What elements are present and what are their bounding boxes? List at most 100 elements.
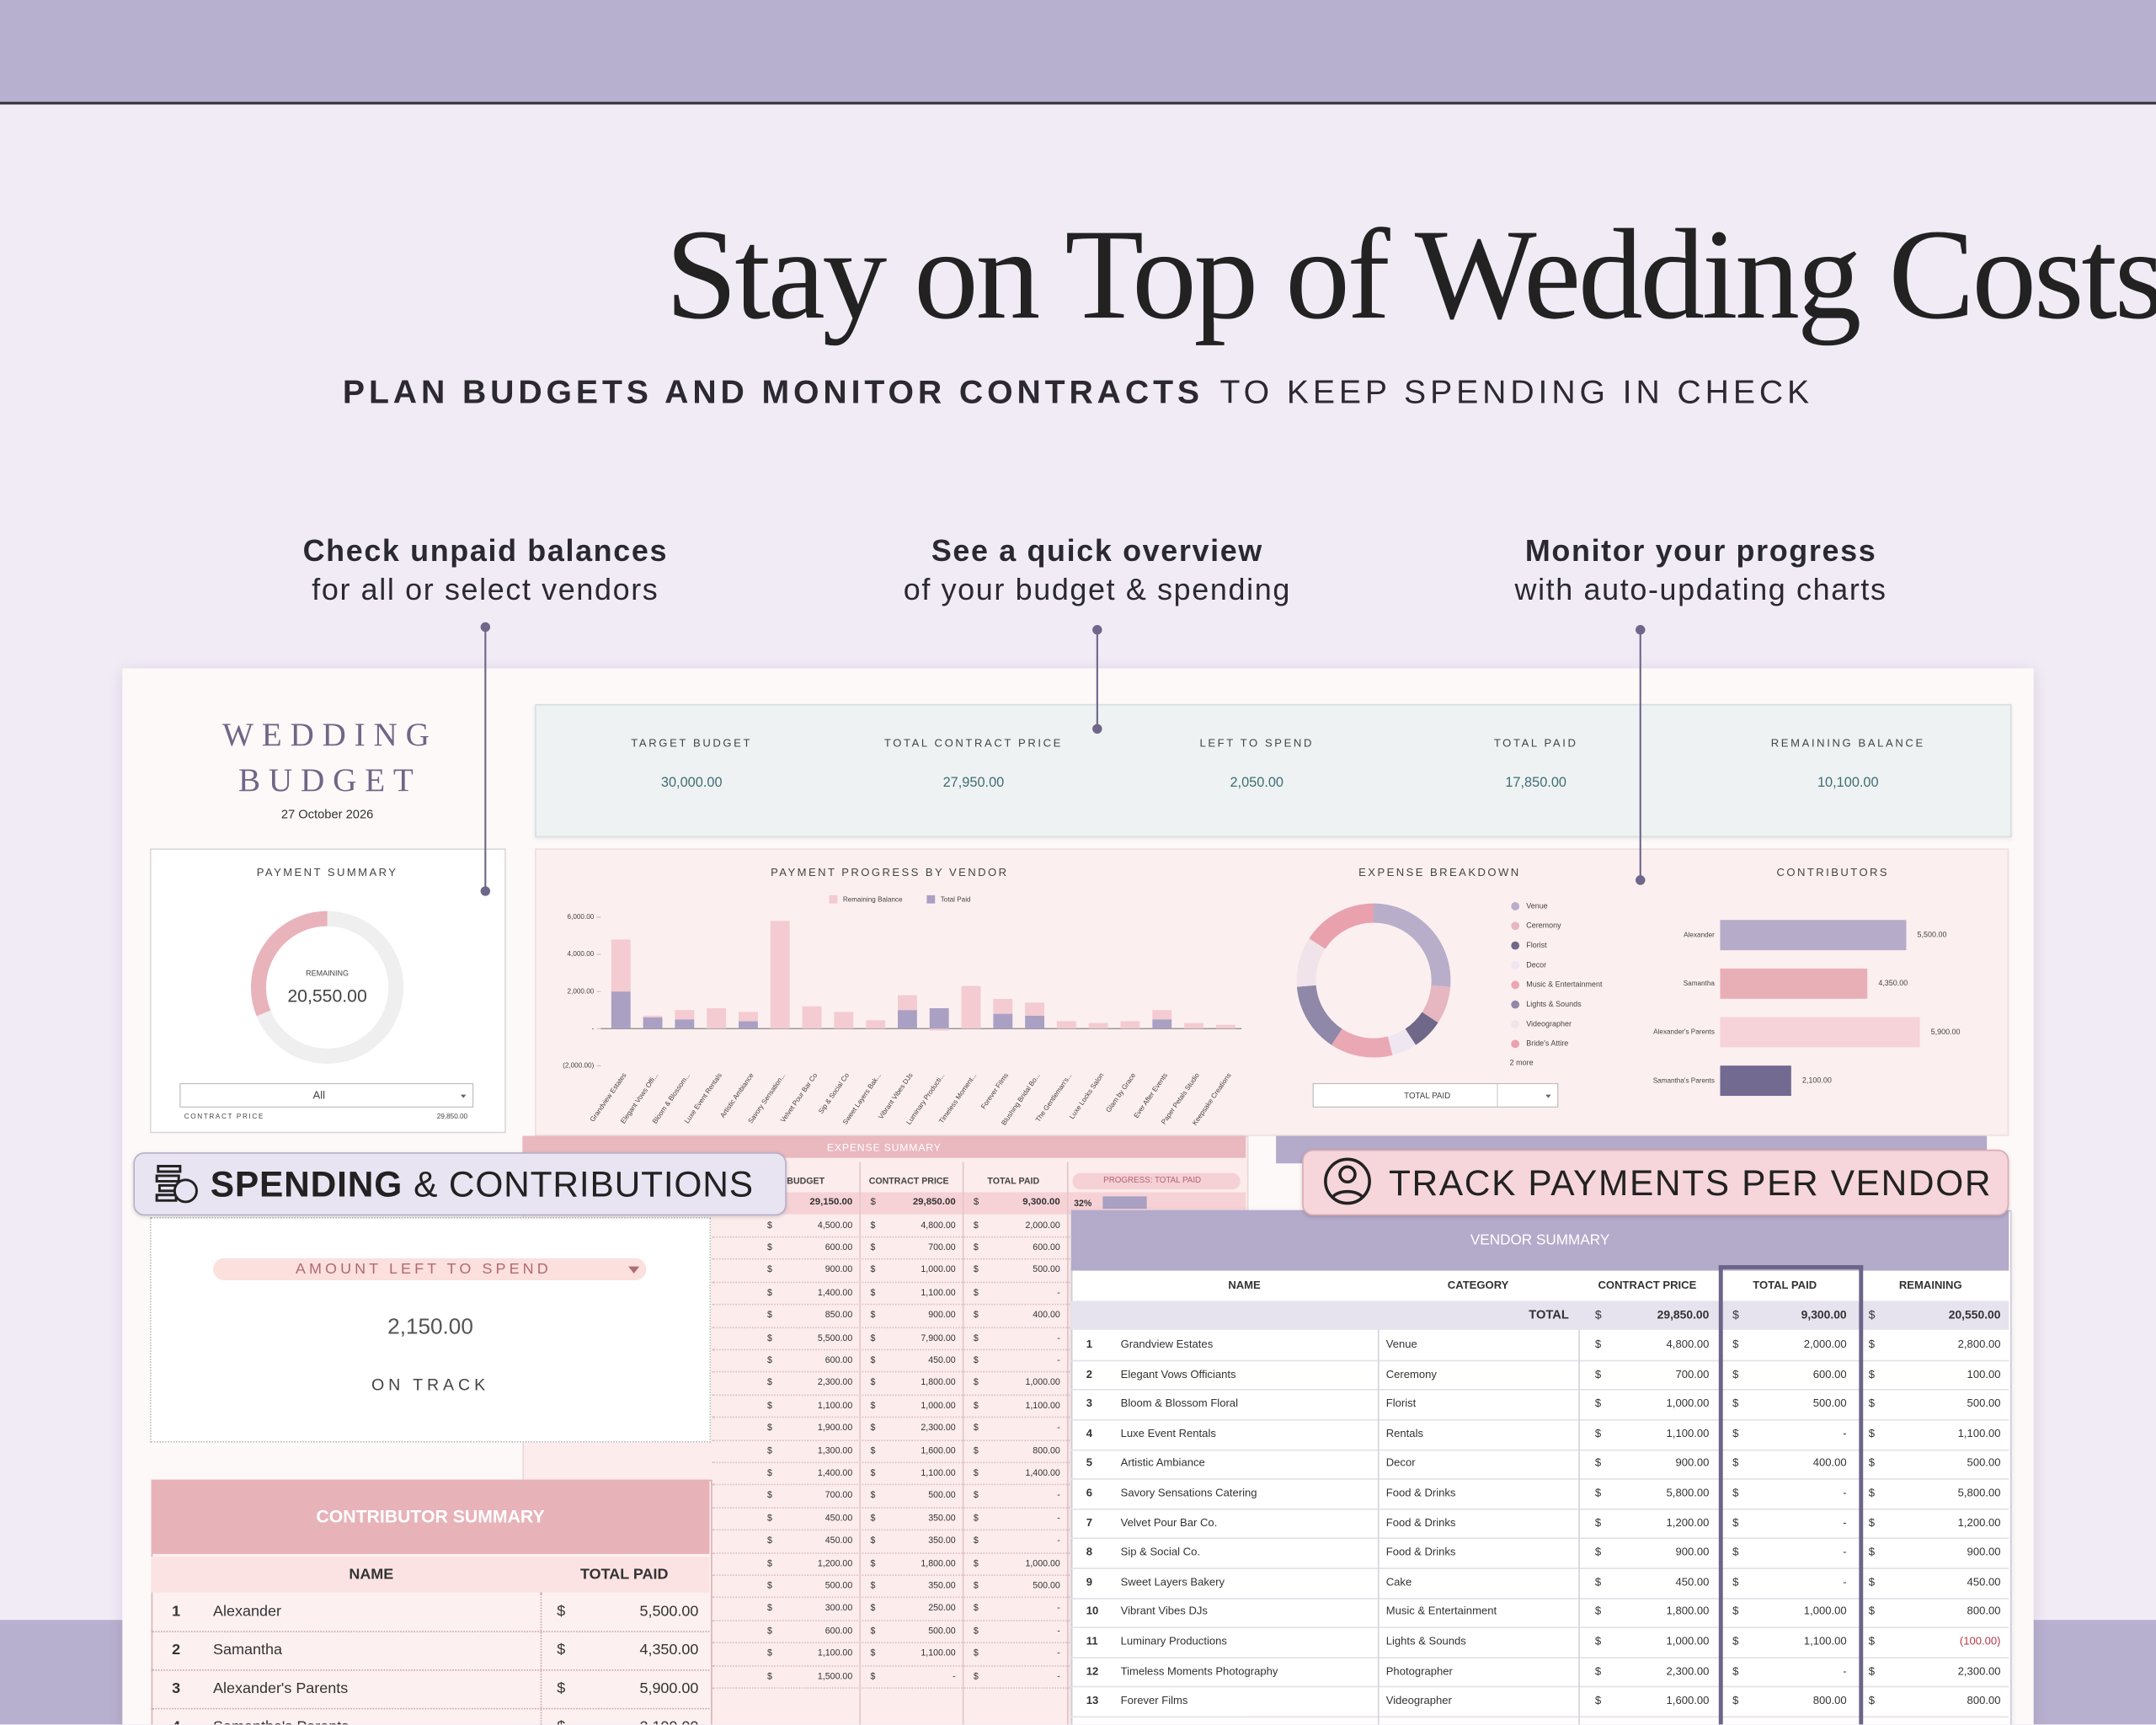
cell-value: 5,500.00 [817,1332,853,1343]
chart-title: PAYMENT PROGRESS BY VENDOR [771,866,1008,879]
data-label: 2,100.00 [1802,1076,1832,1084]
row-divider [1070,1418,2009,1421]
currency-sign: $ [870,1558,876,1569]
row-number: 9 [1086,1575,1093,1589]
bar-total-paid [1152,1019,1172,1029]
x-tick-label: Velvet Pour Bar Co [779,1071,819,1124]
bar-remaining [707,1007,727,1029]
bar-remaining [929,1028,949,1031]
currency-sign: $ [973,1378,979,1388]
cell-value: 1,100.00 [1803,1635,1847,1648]
y-tick-label: Alexander [1684,931,1715,938]
vendor-name: Luxe Event Rentals [1120,1427,1216,1440]
currency-sign: $ [767,1355,772,1366]
currency-sign: $ [973,1445,979,1456]
contributor-column-row [151,1557,710,1593]
legend-label: Bride's Attire [1526,1039,1568,1048]
connector-dot [1636,625,1646,635]
currency-sign: $ [1594,1427,1602,1440]
cell-value: - [1843,1575,1847,1589]
x-tick-label: Vibrant Vibes DJs [877,1071,914,1120]
cell-value: 2,300.00 [1666,1664,1710,1678]
currency-sign: $ [870,1378,876,1388]
kpi-panel [535,703,2012,838]
row-divider [712,1687,1246,1689]
currency-sign: $ [870,1311,876,1321]
currency-sign: $ [1594,1546,1602,1559]
cell-value: 4,800.00 [1666,1338,1710,1351]
currency-sign: $ [1594,1664,1602,1678]
currency-sign: $ [767,1558,772,1569]
cell-value: 800.00 [1967,1694,2001,1707]
total-value: 9,300.00 [1801,1306,1847,1322]
cell-value: 1,200.00 [1666,1516,1710,1529]
row-divider [1070,1567,2009,1569]
row-divider [712,1394,1246,1396]
x-tick-label: Sip & Social Co [817,1071,851,1115]
column-header: TOTAL PAID [1753,1279,1817,1292]
currency-sign: $ [767,1332,772,1343]
currency-sign: $ [973,1423,979,1434]
currency-sign: $ [870,1423,876,1434]
column-divider [1066,1162,1069,1725]
currency-sign: $ [973,1332,979,1343]
row-number: 7 [1086,1516,1093,1529]
legend-dot [1511,961,1520,969]
text-part: SPENDING [210,1163,403,1205]
vendor-category: Photographer [1385,1664,1453,1678]
cell-value: 500.00 [1967,1456,2001,1470]
currency-sign: $ [973,1491,979,1501]
currency-sign: $ [973,1558,979,1569]
legend-swatch [926,895,936,904]
currency-sign: $ [1732,1546,1739,1559]
contributor-paid: 2,100.00 [639,1712,698,1725]
row-divider [1070,1686,2009,1688]
donut-segment [1373,903,1451,987]
currency-sign: $ [870,1491,876,1501]
contributor-name: Alexander's Parents [213,1680,349,1697]
cell-value: - [1057,1604,1060,1614]
row-divider [712,1507,1246,1509]
row-number: 8 [1086,1546,1093,1559]
cell-value: 500.00 [1967,1397,2001,1410]
vendor-category: Rentals [1385,1427,1423,1440]
currency-sign: $ [870,1445,876,1456]
vendor-category: Venue [1385,1338,1417,1351]
vendor-category: Videographer [1385,1694,1452,1707]
currency-sign: $ [1868,1486,1876,1499]
filter-dropdown [179,1082,474,1108]
vendor-name: Timeless Moments Photography [1120,1664,1278,1678]
bar-remaining [675,1010,695,1020]
cell-value: 450.00 [1967,1575,2001,1589]
gauge-arc [250,911,328,1017]
currency-sign: $ [1732,1575,1739,1589]
currency-sign: $ [1868,1456,1876,1470]
currency-sign: $ [1594,1635,1602,1648]
currency-sign: $ [1868,1546,1876,1559]
selector-arrow [628,1266,640,1274]
row-divider [1070,1449,2009,1450]
kpi-label: TARGET BUDGET [631,737,753,750]
donut-segment [1422,985,1451,1023]
currency-sign: $ [973,1265,979,1275]
donut-segment [1405,1012,1438,1045]
row-number: 1 [172,1603,181,1621]
bar [1720,968,1868,999]
currency-sign: $ [1732,1427,1739,1440]
column-header: TOTAL PAID [580,1566,669,1583]
currency-sign: $ [1594,1338,1602,1351]
x-tick-label: Ever After Events [1133,1071,1170,1119]
cell-value: 900.00 [1675,1546,1710,1559]
kpi-value: 30,000.00 [660,775,723,791]
contributor-name: Samantha [213,1642,282,1658]
row-divider [712,1326,1246,1328]
cell-value: 450.00 [928,1355,956,1366]
column-header: CATEGORY [1447,1279,1509,1292]
page-title: Stay on Top of Wedding Costs [665,203,2156,347]
bar-remaining [739,1012,758,1022]
currency-sign: $ [1732,1338,1739,1351]
bar-remaining [993,998,1013,1014]
progress-value: 32% [1074,1198,1092,1209]
bar-total-paid [993,1013,1013,1029]
cell-value: 500.00 [1812,1397,1847,1410]
